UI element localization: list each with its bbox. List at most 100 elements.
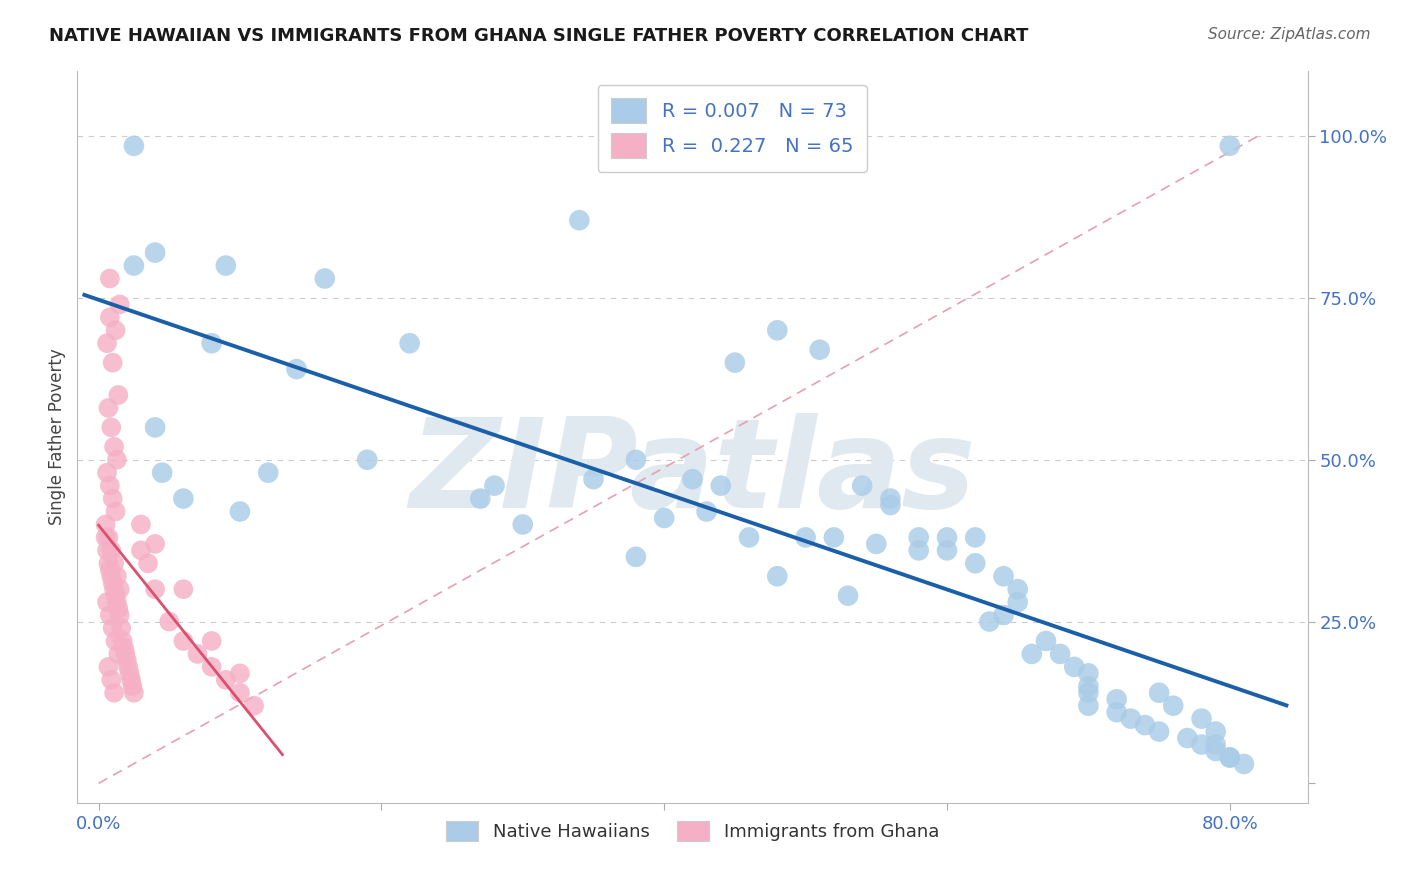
Point bbox=[285, 362, 308, 376]
Point bbox=[243, 698, 266, 713]
Point bbox=[1021, 647, 1043, 661]
Point bbox=[100, 569, 122, 583]
Point bbox=[108, 582, 131, 597]
Point bbox=[112, 640, 135, 655]
Point bbox=[1191, 738, 1213, 752]
Point bbox=[100, 543, 122, 558]
Point bbox=[851, 478, 873, 492]
Point bbox=[738, 530, 761, 544]
Point bbox=[229, 504, 252, 518]
Point bbox=[808, 343, 831, 357]
Point bbox=[157, 615, 180, 629]
Point bbox=[129, 543, 152, 558]
Y-axis label: Single Father Poverty: Single Father Poverty bbox=[48, 349, 66, 525]
Point bbox=[94, 530, 117, 544]
Point bbox=[114, 647, 136, 661]
Text: Source: ZipAtlas.com: Source: ZipAtlas.com bbox=[1208, 27, 1371, 42]
Point bbox=[143, 582, 166, 597]
Point bbox=[103, 582, 125, 597]
Point bbox=[512, 517, 534, 532]
Point bbox=[837, 589, 859, 603]
Point bbox=[101, 621, 124, 635]
Point bbox=[1219, 750, 1241, 764]
Point bbox=[101, 491, 124, 506]
Point bbox=[1077, 666, 1099, 681]
Point bbox=[823, 530, 845, 544]
Point bbox=[568, 213, 591, 227]
Point bbox=[103, 440, 125, 454]
Point bbox=[1205, 738, 1227, 752]
Point bbox=[766, 323, 789, 337]
Point bbox=[101, 356, 124, 370]
Point bbox=[215, 259, 238, 273]
Point bbox=[186, 647, 208, 661]
Point bbox=[1147, 724, 1170, 739]
Point bbox=[1205, 744, 1227, 758]
Point bbox=[398, 336, 420, 351]
Point bbox=[724, 356, 747, 370]
Point bbox=[107, 601, 129, 615]
Point bbox=[582, 472, 605, 486]
Point bbox=[624, 452, 647, 467]
Point bbox=[201, 660, 224, 674]
Point bbox=[484, 478, 506, 492]
Point bbox=[97, 401, 120, 415]
Point bbox=[1049, 647, 1071, 661]
Point bbox=[105, 595, 128, 609]
Point bbox=[356, 452, 378, 467]
Point bbox=[1233, 756, 1256, 771]
Point bbox=[143, 245, 166, 260]
Point bbox=[766, 569, 789, 583]
Point bbox=[97, 660, 120, 674]
Point bbox=[100, 673, 122, 687]
Point bbox=[936, 543, 959, 558]
Point bbox=[314, 271, 336, 285]
Point bbox=[652, 511, 675, 525]
Point bbox=[172, 491, 194, 506]
Point bbox=[624, 549, 647, 564]
Point bbox=[100, 420, 122, 434]
Point bbox=[907, 530, 929, 544]
Point bbox=[965, 530, 987, 544]
Point bbox=[104, 323, 127, 337]
Point bbox=[993, 569, 1015, 583]
Point bbox=[122, 138, 145, 153]
Point bbox=[97, 557, 120, 571]
Point bbox=[111, 634, 134, 648]
Point bbox=[108, 608, 131, 623]
Point bbox=[229, 666, 252, 681]
Point bbox=[1147, 686, 1170, 700]
Legend: Native Hawaiians, Immigrants from Ghana: Native Hawaiians, Immigrants from Ghana bbox=[439, 814, 946, 848]
Point bbox=[101, 575, 124, 590]
Point bbox=[1105, 692, 1128, 706]
Point bbox=[201, 634, 224, 648]
Point bbox=[96, 336, 118, 351]
Text: NATIVE HAWAIIAN VS IMMIGRANTS FROM GHANA SINGLE FATHER POVERTY CORRELATION CHART: NATIVE HAWAIIAN VS IMMIGRANTS FROM GHANA… bbox=[49, 27, 1029, 45]
Point bbox=[794, 530, 817, 544]
Point bbox=[104, 504, 127, 518]
Point bbox=[172, 634, 194, 648]
Point bbox=[103, 557, 125, 571]
Point bbox=[103, 686, 125, 700]
Point bbox=[107, 647, 129, 661]
Point bbox=[710, 478, 733, 492]
Point bbox=[108, 297, 131, 311]
Point bbox=[1205, 724, 1227, 739]
Point bbox=[1219, 138, 1241, 153]
Point bbox=[257, 466, 280, 480]
Point bbox=[865, 537, 887, 551]
Point bbox=[98, 271, 121, 285]
Point bbox=[117, 660, 139, 674]
Point bbox=[1007, 582, 1029, 597]
Point bbox=[965, 557, 987, 571]
Point bbox=[98, 563, 121, 577]
Text: ZIPatlas: ZIPatlas bbox=[409, 413, 976, 534]
Point bbox=[979, 615, 1001, 629]
Point bbox=[150, 466, 173, 480]
Point bbox=[1077, 698, 1099, 713]
Point bbox=[936, 530, 959, 544]
Point bbox=[1105, 705, 1128, 719]
Point bbox=[1077, 686, 1099, 700]
Point bbox=[98, 608, 121, 623]
Point bbox=[1161, 698, 1184, 713]
